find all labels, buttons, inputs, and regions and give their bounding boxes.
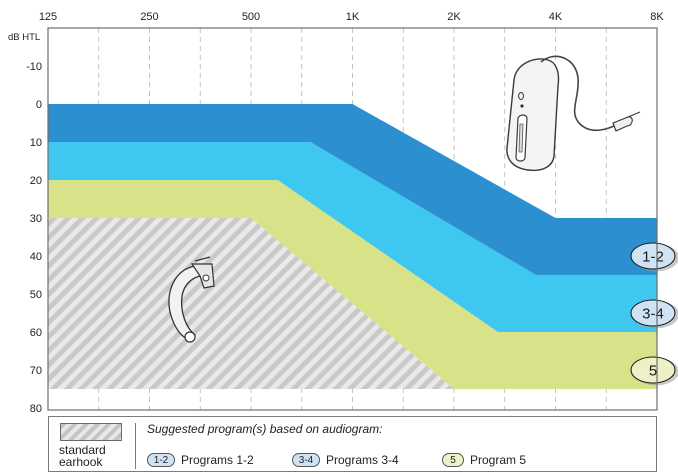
y-axis-unit-label: dB HTL — [8, 32, 40, 43]
legend-badge-5: 5 — [442, 453, 464, 467]
legend-label-programs-1-2: Programs 1-2 — [181, 453, 254, 467]
x-tick-label: 8K — [650, 11, 664, 23]
badge-1-2: 1-2 — [630, 242, 678, 272]
badge-label: 5 — [649, 363, 657, 380]
y-tick-label: 0 — [36, 99, 42, 111]
y-tick-label: 70 — [30, 365, 42, 377]
x-tick-label: 1K — [346, 11, 360, 23]
hatch-swatch — [60, 423, 122, 441]
earhook-legend-label: standard earhook — [59, 443, 106, 469]
badge-shape — [630, 356, 676, 384]
legend-item-programs-1-2: 1-2 Programs 1-2 — [147, 452, 254, 468]
x-tick-label: 2K — [447, 11, 461, 23]
badge-label: 1-2 — [642, 249, 664, 266]
y-axis-ticks: -10 0 10 20 30 40 50 60 70 80 — [26, 61, 42, 415]
y-tick-label: 80 — [30, 403, 42, 415]
audiogram-chart: 125 250 500 1K 2K 4K 8K -10 0 10 20 30 40 50 60 70 80 d… — [8, 11, 678, 415]
legend-label-programs-3-4: Programs 3-4 — [326, 453, 399, 467]
badge-shape — [630, 242, 676, 270]
y-tick-label: -10 — [26, 61, 42, 73]
x-tick-label: 4K — [549, 11, 563, 23]
y-tick-label: 40 — [30, 251, 42, 263]
x-tick-label: 500 — [242, 11, 260, 23]
legend-item-program-5: 5 Program 5 — [442, 452, 526, 468]
badge-label: 3-4 — [642, 306, 664, 323]
x-tick-label: 125 — [39, 11, 57, 23]
y-tick-label: 30 — [30, 213, 42, 225]
y-tick-label: 50 — [30, 289, 42, 301]
x-axis-ticks: 125 250 500 1K 2K 4K 8K — [39, 11, 665, 23]
band-standard-earhook — [48, 218, 454, 389]
badge-5: 5 — [630, 356, 678, 386]
legend-heading: Suggested program(s) based on audiogram: — [147, 422, 383, 436]
band-program-5 — [48, 180, 657, 389]
x-tick-label: 250 — [140, 11, 158, 23]
badge-shape — [630, 299, 676, 327]
plot-frame — [47, 27, 658, 411]
legend-badge-3-4: 3-4 — [292, 453, 320, 467]
program-bands — [48, 104, 657, 389]
legend-label-program-5: Program 5 — [470, 453, 527, 467]
y-tick-label: 10 — [30, 137, 42, 149]
legend-divider — [135, 423, 136, 469]
y-tick-label: 60 — [30, 327, 42, 339]
hearing-aid-illustration — [506, 55, 641, 172]
legend: standard earhook Suggested program(s) ba… — [48, 416, 657, 472]
badge-3-4: 3-4 — [630, 299, 678, 329]
y-tick-label: 20 — [30, 175, 42, 187]
legend-item-programs-3-4: 3-4 Programs 3-4 — [292, 452, 399, 468]
earhook-illustration — [168, 256, 215, 343]
program-badges: 1-2 3-4 5 — [630, 242, 678, 386]
band-programs-3-4 — [48, 142, 657, 332]
band-programs-1-2 — [48, 104, 657, 275]
legend-badge-1-2: 1-2 — [147, 453, 175, 467]
